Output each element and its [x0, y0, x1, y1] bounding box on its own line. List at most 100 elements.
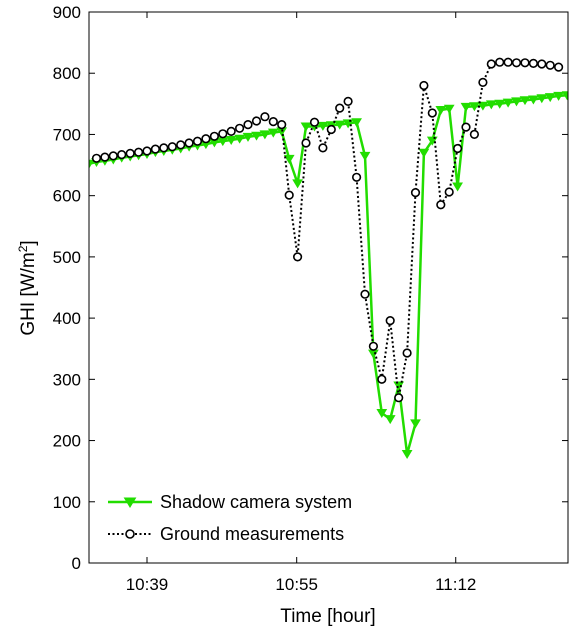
- data-point-shadow-camera: [225, 136, 237, 145]
- ticks-layer: 0 100 200 300 400 500 600 700 800 900 10:39 10:55 11…: [53, 3, 568, 594]
- data-point-ground: [368, 341, 379, 351]
- data-point-ground: [410, 188, 421, 198]
- data-point-ground: [436, 200, 446, 210]
- data-point-shadow-camera: [426, 136, 438, 146]
- data-point-shadow-camera: [477, 101, 489, 111]
- plot-area: [89, 12, 568, 563]
- data-point-ground: [503, 57, 513, 67]
- data-point-ground: [260, 112, 270, 122]
- data-point-ground: [91, 153, 102, 163]
- data-point-ground: [150, 144, 160, 154]
- data-point-shadow-camera: [511, 97, 522, 107]
- data-point-ground: [427, 108, 437, 118]
- data-point-ground: [192, 136, 203, 146]
- data-point-ground: [218, 129, 228, 139]
- legend: Shadow camera system Ground measurements: [108, 492, 352, 544]
- y-tick-label: 0: [72, 554, 81, 573]
- data-point-shadow-camera: [536, 94, 548, 104]
- data-point-ground: [251, 116, 262, 126]
- y-axis-label-close: ]: [18, 240, 39, 245]
- data-point-ground: [394, 393, 404, 403]
- y-tick-label: 600: [53, 187, 81, 206]
- y-axis-label: GHI [W/m2]: [16, 240, 39, 335]
- data-point-shadow-camera: [283, 154, 295, 164]
- series-line-0: [89, 94, 568, 455]
- data-point-ground: [108, 151, 118, 161]
- y-axis-label-main: GHI [W/m: [18, 252, 39, 335]
- y-tick-label: 900: [53, 3, 81, 22]
- data-point-ground: [486, 59, 496, 69]
- series-layer: [89, 57, 568, 459]
- data-point-shadow-camera: [259, 130, 271, 140]
- data-point-ground: [360, 289, 370, 299]
- data-point-ground: [301, 138, 311, 148]
- data-point-shadow-camera: [384, 415, 396, 425]
- data-point-shadow-camera: [452, 182, 463, 192]
- y-axis-label-superscript: 2: [16, 245, 30, 252]
- data-point-ground: [226, 126, 236, 136]
- data-point-ground: [469, 129, 480, 139]
- data-point-ground: [335, 103, 345, 113]
- data-point-ground: [277, 119, 287, 130]
- data-point-ground: [184, 138, 194, 148]
- y-tick-label: 500: [53, 248, 81, 267]
- data-point-ground: [142, 146, 152, 156]
- data-point-ground: [309, 117, 320, 127]
- series-group: [89, 57, 568, 459]
- y-tick-label: 700: [53, 125, 81, 144]
- legend-label-shadow-camera: Shadow camera system: [160, 492, 352, 512]
- data-point-ground: [377, 374, 387, 384]
- data-point-ground: [100, 152, 110, 162]
- data-point-ground: [444, 187, 454, 197]
- data-point-shadow-camera: [234, 134, 245, 144]
- data-point-ground: [511, 58, 522, 68]
- data-point-shadow-camera: [351, 118, 362, 128]
- data-point-shadow-camera: [242, 132, 254, 142]
- y-tick-label: 400: [53, 309, 81, 328]
- data-point-ground: [117, 150, 127, 160]
- data-point-ground: [318, 143, 328, 153]
- data-point-shadow-camera: [376, 409, 388, 418]
- data-point-shadow-camera: [485, 100, 497, 110]
- y-tick-label: 100: [53, 493, 81, 512]
- data-point-ground: [352, 172, 362, 182]
- data-point-ground: [545, 60, 555, 70]
- data-point-shadow-camera: [251, 131, 262, 141]
- data-point-ground: [385, 316, 395, 326]
- data-point-shadow-camera: [334, 120, 346, 130]
- data-point-shadow-camera: [494, 99, 506, 109]
- data-point-ground: [343, 96, 353, 106]
- data-point-shadow-camera: [317, 121, 329, 131]
- data-point-ground: [553, 62, 564, 72]
- data-point-ground: [284, 190, 294, 200]
- data-point-shadow-camera: [469, 102, 480, 112]
- data-point-ground: [134, 147, 144, 157]
- data-point-ground: [209, 131, 219, 141]
- data-point-shadow-camera: [460, 102, 472, 112]
- data-point-shadow-camera: [300, 122, 312, 132]
- data-point-shadow-camera: [435, 106, 447, 115]
- data-point-shadow-camera: [443, 104, 455, 114]
- data-point-shadow-camera: [292, 179, 303, 189]
- data-point-shadow-camera: [410, 419, 421, 429]
- data-point-shadow-camera: [359, 151, 371, 161]
- data-point-ground: [293, 252, 303, 262]
- data-point-ground: [268, 116, 278, 127]
- data-point-ground: [243, 119, 253, 130]
- x-tick-label: 10:39: [126, 575, 169, 594]
- x-axis-label: Time [hour]: [280, 606, 375, 627]
- data-point-ground: [125, 148, 135, 158]
- data-point-ground: [520, 58, 530, 68]
- data-point-shadow-camera: [544, 93, 556, 103]
- data-point-shadow-camera: [519, 96, 531, 106]
- data-point-shadow-camera: [267, 128, 279, 138]
- data-point-shadow-camera: [401, 450, 413, 459]
- data-point-ground: [537, 59, 547, 69]
- data-point-shadow-camera: [418, 148, 430, 158]
- y-tick-label: 800: [53, 64, 81, 83]
- y-tick-label: 200: [53, 432, 81, 451]
- data-point-ground: [159, 143, 169, 153]
- legend-label-ground: Ground measurements: [160, 524, 344, 544]
- data-point-ground: [461, 122, 471, 132]
- plot-frame: [88, 11, 569, 564]
